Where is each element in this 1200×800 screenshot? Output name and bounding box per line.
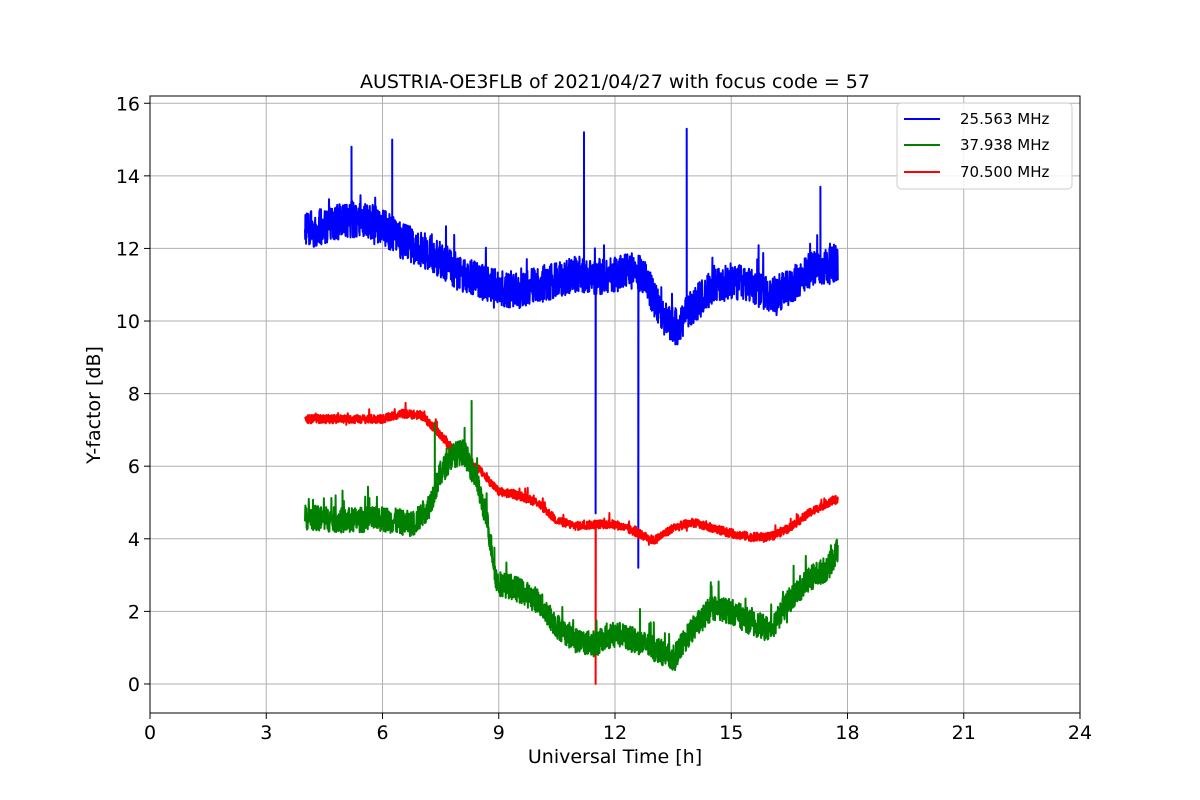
x-tick-label: 18 (835, 722, 859, 744)
y-tick-label: 14 (116, 166, 140, 188)
legend-box (896, 102, 1073, 190)
x-tick-label: 0 (144, 722, 156, 744)
legend: 25.563 MHz 37.938 MHz 70.500 MHz (896, 102, 1073, 190)
y-tick-label: 16 (116, 93, 140, 115)
x-tick-label: 9 (493, 722, 505, 744)
legend-label-25-563-mhz: 25.563 MHz (960, 110, 1049, 128)
series-37-938-mhz (304, 399, 839, 672)
x-axis-label: Universal Time [h] (528, 746, 702, 768)
y-tick-label: 8 (128, 384, 140, 406)
x-tick-label: 6 (376, 722, 388, 744)
series-25-563-mhz (304, 127, 839, 569)
chart-title: AUSTRIA-OE3FLB of 2021/04/27 with focus … (360, 71, 870, 93)
y-tick-label: 12 (116, 238, 140, 260)
y-tick-label: 0 (128, 674, 140, 696)
x-tick-label: 24 (1068, 722, 1092, 744)
y-tick-label: 6 (128, 456, 140, 478)
series-layer (304, 127, 839, 685)
x-tick-label: 3 (260, 722, 272, 744)
y-tick-label: 4 (128, 529, 140, 551)
y-tick-label: 10 (116, 311, 140, 333)
x-tick-label: 12 (603, 722, 627, 744)
x-tick-label: 15 (719, 722, 743, 744)
x-tick-label: 21 (952, 722, 976, 744)
legend-label-70-500-mhz: 70.500 MHz (960, 163, 1049, 181)
legend-label-37-938-mhz: 37.938 MHz (960, 136, 1049, 154)
series-70-500-mhz (304, 401, 839, 685)
y-axis-label: Y-factor [dB] (83, 346, 105, 465)
y-tick-label: 2 (128, 601, 140, 623)
